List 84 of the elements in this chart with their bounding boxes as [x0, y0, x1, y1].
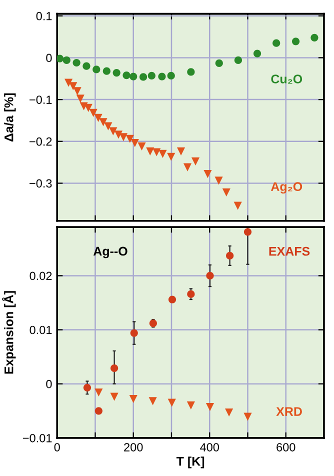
point [139, 73, 148, 81]
point [80, 102, 88, 110]
point [158, 72, 166, 80]
point [112, 68, 120, 77]
point [204, 170, 212, 178]
point [99, 118, 108, 126]
point [92, 66, 100, 74]
point [130, 139, 139, 148]
x-tick-label: 200 [124, 443, 143, 452]
x-axis-title: T [K] [176, 456, 204, 468]
point [138, 142, 146, 150]
point [167, 152, 176, 161]
point [215, 59, 223, 67]
point [69, 82, 78, 90]
point [234, 56, 242, 64]
point [152, 148, 161, 156]
point [244, 228, 252, 236]
point [148, 72, 156, 80]
point [130, 329, 138, 337]
x-tick-label: 400 [200, 443, 219, 452]
point [149, 319, 157, 328]
y-tick-label: −0.01 [22, 434, 52, 442]
point [119, 133, 128, 142]
point [226, 252, 234, 260]
point [89, 108, 98, 117]
point [176, 147, 186, 156]
point [168, 398, 176, 407]
point [83, 384, 92, 392]
point [126, 134, 134, 143]
point [148, 397, 157, 406]
y-tick-label: 0.02 [30, 272, 52, 280]
point [62, 56, 70, 64]
point [122, 71, 130, 80]
point [94, 388, 103, 397]
point [225, 408, 234, 417]
x-tick-label: 600 [276, 443, 296, 452]
point [234, 202, 242, 210]
point [102, 67, 110, 75]
point [57, 54, 64, 62]
point [206, 403, 214, 412]
point [253, 50, 262, 58]
point [110, 392, 118, 401]
y-tick-label: −0.1 [30, 96, 52, 104]
point [104, 122, 112, 130]
series-label: XRD [276, 407, 302, 416]
point [310, 34, 318, 42]
point [244, 412, 252, 421]
point [292, 38, 300, 46]
y-axis-title: Δa/a [%] [4, 93, 16, 142]
series-label: Cu₂O [271, 74, 302, 84]
point [114, 130, 123, 139]
point [168, 296, 176, 304]
point [130, 72, 138, 80]
point [110, 364, 118, 372]
point [191, 157, 200, 166]
point [272, 39, 280, 47]
point [73, 87, 82, 96]
point [206, 272, 214, 280]
y-tick-label: 0 [46, 380, 52, 388]
point [158, 150, 167, 158]
y-tick-label: −0.2 [30, 137, 52, 146]
annotation: Ag--O [93, 246, 128, 258]
point [94, 114, 102, 122]
y-tick-label: 0 [46, 54, 52, 62]
point [186, 401, 195, 410]
y-tick-label: 0.1 [36, 12, 52, 20]
point [94, 407, 102, 415]
y-tick-label: 0.01 [30, 326, 52, 334]
text: Ag₂O [270, 182, 302, 194]
point [129, 394, 138, 404]
point [214, 176, 223, 185]
y-axis-title: Expansion [Å] [2, 291, 16, 374]
y-tick-label: −0.3 [30, 179, 52, 188]
point [72, 58, 80, 67]
series-label: EXAFS [269, 246, 310, 256]
point [187, 290, 195, 298]
x-tick-label: 0 [54, 443, 60, 452]
point [76, 94, 84, 103]
point [167, 72, 175, 80]
point [222, 188, 230, 196]
point [187, 68, 195, 76]
point [82, 62, 90, 70]
point [64, 78, 73, 87]
point [183, 163, 192, 172]
